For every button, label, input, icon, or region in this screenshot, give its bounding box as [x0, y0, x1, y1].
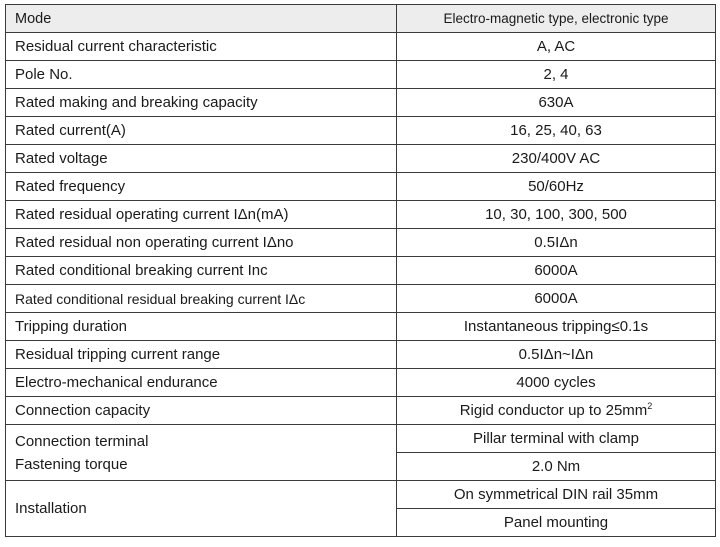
row-value: 50/60Hz [396, 172, 716, 201]
row-label: Rated conditional breaking current Inc [5, 256, 397, 285]
spec-table-container: Mode Electro-magnetic type, electronic t… [5, 4, 716, 537]
row-value: 10, 30, 100, 300, 500 [396, 200, 716, 229]
row-label: Residual tripping current range [5, 340, 397, 369]
connection-terminal-value: Pillar terminal with clamp [396, 424, 716, 453]
row-label: Residual current characteristic [5, 32, 397, 61]
row-value: 630A [396, 88, 716, 117]
row-label: Rated current(A) [5, 116, 397, 145]
row-value: 0.5IΔn~IΔn [396, 340, 716, 369]
row-label: Electro-mechanical endurance [5, 368, 397, 397]
connection-capacity-text: Rigid conductor up to 25mm [459, 402, 648, 419]
table-row: Rated conditional breaking current Inc 6… [5, 256, 716, 285]
table-row: Connection terminal Fastening torque Pill… [5, 424, 716, 481]
table-row: Panel mounting [6, 508, 716, 537]
row-label: Rated voltage [5, 144, 397, 173]
row-label: Rated residual non operating current IΔn… [5, 228, 397, 257]
row-value: A, AC [396, 32, 716, 61]
label-line-1: Connection terminal [15, 432, 149, 450]
table-row: Rated frequency 50/60Hz [5, 172, 716, 201]
table-row: Tripping duration Instantaneous tripping… [5, 312, 716, 341]
row-label: Tripping duration [5, 312, 397, 341]
table-row: Rated residual non operating current IΔn… [5, 228, 716, 257]
table-row: Installation On symmetrical DIN rail 35m… [5, 480, 716, 537]
row-label: Rated making and breaking capacity [5, 88, 397, 117]
row-value: Instantaneous tripping≤0.1s [396, 312, 716, 341]
table-row: Rated making and breaking capacity 630A [5, 88, 716, 117]
table-row: Rated voltage 230/400V AC [5, 144, 716, 173]
installation-value-din: On symmetrical DIN rail 35mm [396, 480, 716, 509]
row-value: 6000A [396, 284, 716, 313]
row-value: 0.5IΔn [396, 228, 716, 257]
header-value: Electro-magnetic type, electronic type [396, 4, 716, 33]
row-label: Rated frequency [5, 172, 397, 201]
row-label: Pole No. [5, 60, 397, 89]
installation-label: Installation [5, 480, 397, 537]
row-value: 2, 4 [396, 60, 716, 89]
table-row: Electro-mechanical endurance 4000 cycles [5, 368, 716, 397]
table-row: Rated conditional residual breaking curr… [5, 284, 716, 313]
header-label: Mode [5, 4, 397, 33]
table-row: Connection capacity Rigid conductor up t… [5, 396, 716, 425]
table-header-row: Mode Electro-magnetic type, electronic t… [5, 4, 716, 33]
table-row: Pole No. 2, 4 [5, 60, 716, 89]
fastening-torque-value: 2.0 Nm [396, 452, 716, 481]
row-value: 4000 cycles [396, 368, 716, 397]
row-label: Connection capacity [5, 396, 397, 425]
connection-terminal-label: Connection terminal Fastening torque [5, 424, 397, 481]
table-row: Rated residual operating current IΔn(mA)… [5, 200, 716, 229]
row-value: 6000A [396, 256, 716, 285]
row-value: 230/400V AC [396, 144, 716, 173]
installation-value-panel: Panel mounting [396, 508, 716, 537]
spec-table: Mode Electro-magnetic type, electronic t… [5, 4, 716, 537]
superscript-two: 2 [647, 401, 653, 411]
row-value: Rigid conductor up to 25mm2 [396, 396, 716, 425]
table-row: Residual tripping current range 0.5IΔn~I… [5, 340, 716, 369]
table-row: 2.0 Nm [6, 452, 716, 481]
row-label: Rated conditional residual breaking curr… [5, 284, 397, 313]
row-value: 16, 25, 40, 63 [396, 116, 716, 145]
row-label: Rated residual operating current IΔn(mA) [5, 200, 397, 229]
label-line-2: Fastening torque [15, 455, 128, 473]
table-row: Rated current(A) 16, 25, 40, 63 [5, 116, 716, 145]
table-row: Residual current characteristic A, AC [5, 32, 716, 61]
